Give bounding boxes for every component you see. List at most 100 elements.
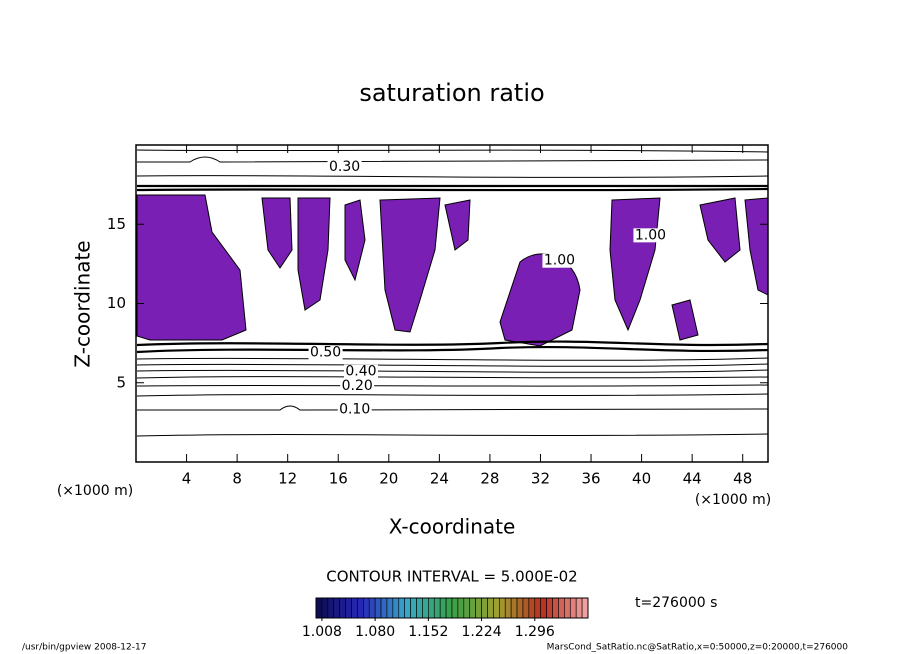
colorbar-cell (380, 597, 388, 619)
colorbar-cell (457, 597, 465, 619)
colorbar-cell (345, 597, 352, 619)
colorbar-tick-label: 1.080 (355, 624, 395, 640)
colorbar-cell (481, 597, 488, 619)
colorbar-cell (351, 597, 358, 619)
colorbar-cell (392, 597, 400, 619)
contour-label-bg (327, 160, 362, 175)
contour-label: 1.00 (635, 227, 666, 243)
supersaturated-region (297, 197, 331, 311)
x-tick-label: 48 (733, 470, 752, 488)
supersaturated-region (499, 253, 581, 347)
contour-label: 0.20 (342, 378, 373, 394)
colorbar-cell (445, 597, 453, 619)
footer-right: MarsCond_SatRatio.nc@SatRatio,x=0:50000,… (547, 643, 849, 653)
contour-line (136, 376, 769, 379)
x-axis-label: X-coordinate (389, 515, 516, 539)
contour-label-bg (337, 402, 372, 417)
time-label: t=276000 s (635, 595, 717, 611)
contour-line (136, 393, 769, 397)
colorbar-frame (315, 597, 589, 619)
colorbar-cell (540, 597, 547, 619)
contour-label-bg (633, 228, 668, 243)
contour-label: 0.10 (339, 402, 370, 418)
colorbar-cell (558, 597, 565, 619)
supersaturated-region (444, 199, 471, 251)
contour-interval: CONTOUR INTERVAL = 5.000E-02 (326, 568, 577, 586)
colorbar-cell (374, 597, 382, 619)
colorbar-cell (363, 597, 370, 619)
contour-label-bg (308, 345, 343, 360)
contour-label: 0.30 (329, 159, 360, 175)
y-tick-label: 10 (107, 294, 126, 312)
x-tick-label: 36 (581, 470, 600, 488)
colorbar-cell (569, 597, 577, 619)
colorbar-cell (451, 597, 459, 619)
contour-label-bg (340, 378, 375, 393)
colorbar-cell (493, 597, 500, 619)
colorbar-cell (422, 597, 429, 619)
colorbar-cell (528, 597, 536, 619)
colorbar-cell (416, 597, 423, 619)
contour-line (136, 384, 769, 387)
colorbar-cell (522, 597, 530, 619)
x-tick-label: 28 (480, 470, 499, 488)
colorbar-tick-label: 1.008 (302, 624, 342, 640)
contour-line (136, 149, 769, 153)
colorbar-cell (475, 597, 482, 619)
y-tick-label: 15 (107, 215, 126, 233)
colorbar-cell (487, 597, 494, 619)
colorbar-cell (552, 597, 559, 619)
x-unit: (×1000 m) (695, 492, 771, 508)
colorbar-cell (428, 597, 435, 619)
contour-line (136, 345, 769, 354)
colorbar-cell (575, 597, 583, 619)
contour-line (136, 369, 769, 373)
contour-line (136, 363, 769, 367)
colorbar-cell (410, 597, 417, 619)
contour-label: 0.50 (310, 345, 341, 361)
y-unit: (×1000 m) (57, 483, 133, 499)
contour-line (136, 187, 769, 192)
x-tick-label: 32 (531, 470, 550, 488)
x-tick-label: 16 (329, 470, 348, 488)
contour-line (137, 405, 769, 411)
supersaturated-region (609, 197, 661, 332)
contour-line (136, 175, 769, 178)
colorbar-cell (463, 597, 471, 619)
x-tick-label: 24 (430, 470, 449, 488)
x-tick-label: 8 (232, 470, 242, 488)
contour-line (136, 340, 769, 347)
colorbar-tick-label: 1.296 (515, 624, 555, 640)
colorbar-cell (510, 597, 518, 619)
contour-label-bg (343, 364, 378, 379)
colorbar-cell (499, 597, 506, 619)
colorbar-cell (504, 597, 512, 619)
contour-line (137, 156, 769, 163)
colorbar-cell (386, 597, 394, 619)
supersaturated-region (344, 199, 366, 282)
colorbar-cell (339, 597, 346, 619)
x-tick-label: 4 (182, 470, 192, 488)
chart-title: saturation ratio (359, 79, 544, 107)
contour-label: 1.00 (544, 253, 575, 269)
supersaturated-region (379, 197, 441, 333)
colorbar-cell (398, 597, 405, 619)
colorbar-cell (404, 597, 411, 619)
colorbar-cell (368, 597, 376, 619)
colorbar-cell (439, 597, 447, 619)
x-tick-label: 12 (278, 470, 297, 488)
colorbar-cell (469, 597, 476, 619)
supersaturated-region (671, 299, 699, 341)
colorbar-cell (433, 597, 441, 619)
colorbar-cell (321, 597, 329, 619)
colorbar-cell (357, 597, 364, 619)
x-tick-label: 44 (683, 470, 702, 488)
supersaturated-region (699, 197, 741, 263)
colorbar-tick-label: 1.224 (462, 624, 502, 640)
contour-label-bg (542, 253, 577, 268)
colorbar-cell (581, 597, 589, 619)
supersaturated-region (744, 197, 769, 296)
x-tick-label: 20 (379, 470, 398, 488)
y-axis-label: Z-coordinate (71, 240, 95, 367)
